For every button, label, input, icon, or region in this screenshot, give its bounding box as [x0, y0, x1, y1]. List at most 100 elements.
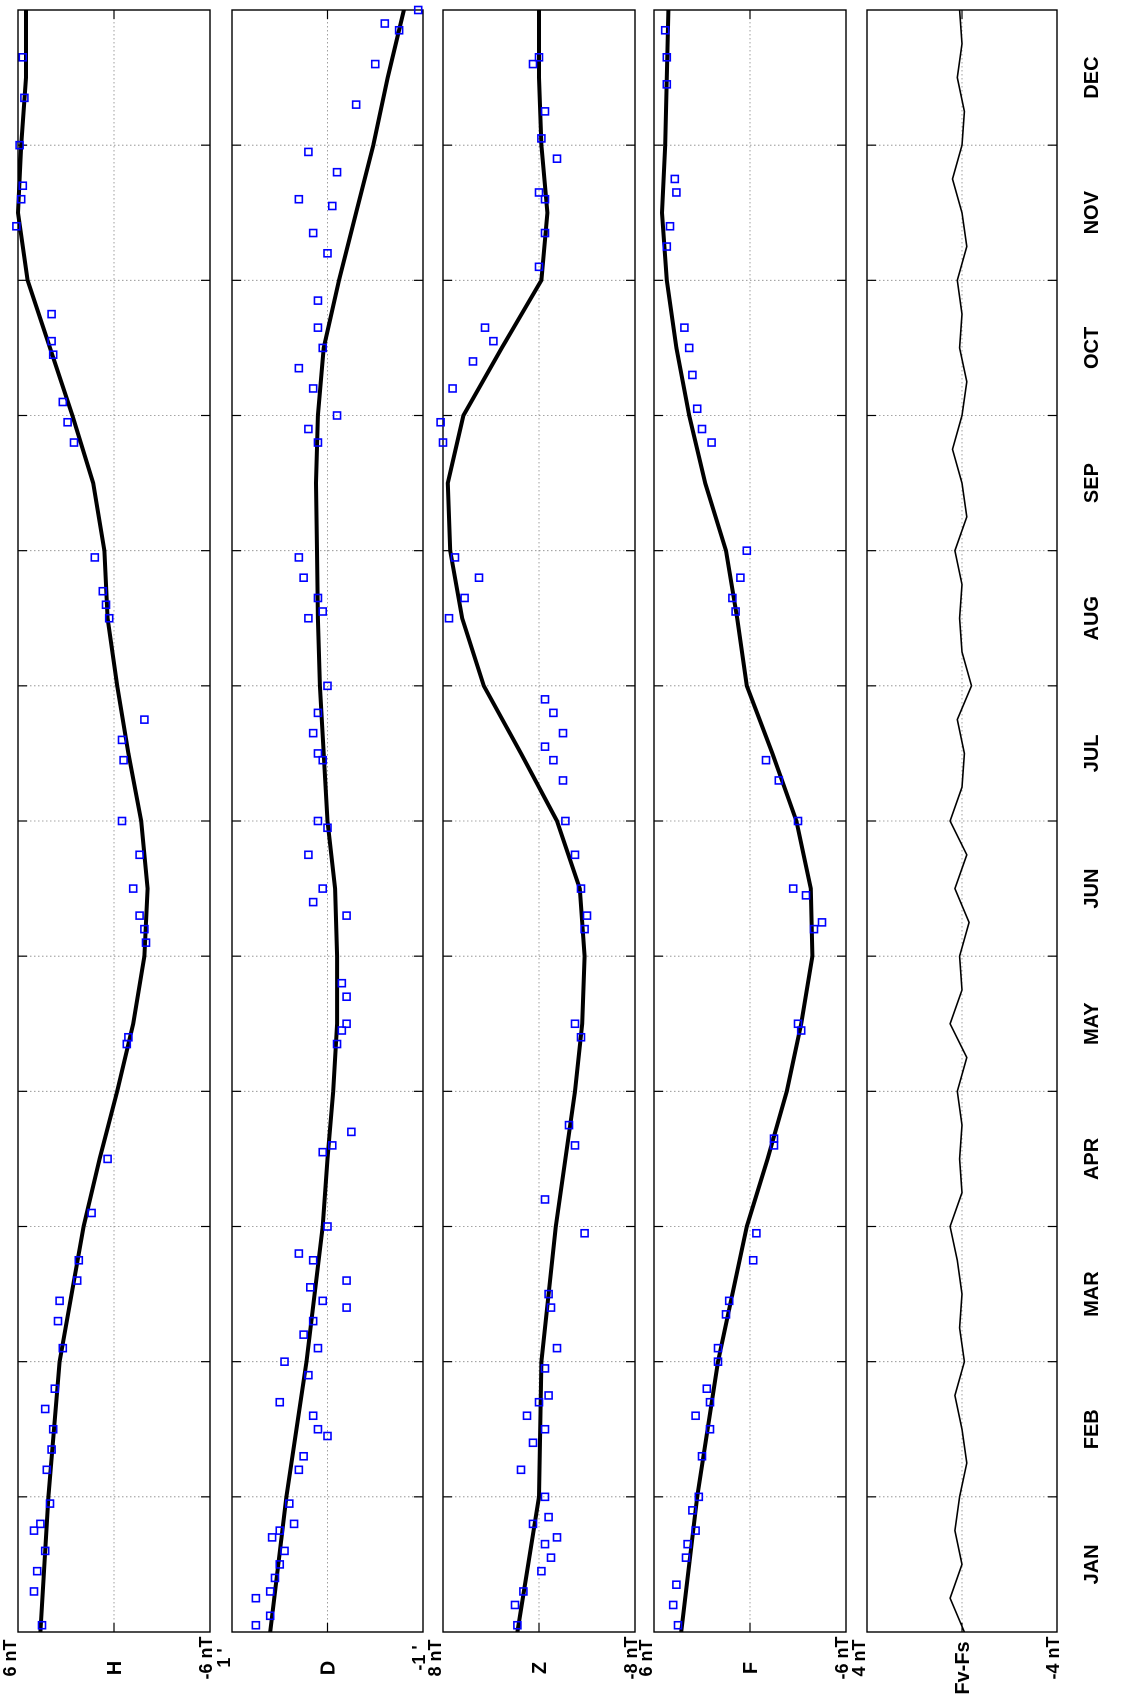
data-point: [47, 1445, 56, 1454]
data-point: [119, 755, 128, 765]
fit-curve: [16, 10, 150, 1633]
data-point: [337, 978, 347, 988]
data-point: [662, 53, 672, 62]
ytick-label-top: 8 nT: [425, 1639, 445, 1676]
data-point: [552, 154, 562, 163]
data-point: [342, 1276, 351, 1285]
data-point: [534, 53, 544, 62]
ytick-label-top: 1 ': [214, 1648, 234, 1667]
data-point: [304, 424, 313, 434]
data-point: [347, 1127, 356, 1137]
data-point: [337, 1026, 347, 1035]
data-point: [672, 1580, 681, 1589]
data-point: [668, 1600, 678, 1610]
data-point: [53, 1316, 63, 1326]
data-point: [318, 343, 328, 353]
data-point: [692, 404, 702, 414]
data-point: [308, 728, 318, 738]
data-point: [552, 1533, 562, 1542]
data-point: [540, 1424, 550, 1434]
fit-curve: [445, 10, 587, 1633]
data-point: [728, 593, 737, 603]
data-point: [69, 438, 79, 447]
month-label-may: MAY: [1081, 1002, 1103, 1045]
data-point: [18, 181, 28, 191]
data-point: [691, 1526, 700, 1535]
data-point: [313, 1343, 323, 1353]
ytick-label-bottom: -8 nT: [621, 1636, 641, 1679]
data-point: [270, 1573, 280, 1583]
data-point: [528, 59, 538, 69]
data-point: [673, 1620, 683, 1630]
data-point: [47, 336, 56, 346]
data-point: [323, 823, 332, 833]
data-point: [534, 188, 544, 197]
data-point: [313, 593, 323, 603]
data-point: [101, 600, 111, 610]
data-point: [580, 1228, 589, 1238]
data-point: [140, 715, 149, 724]
data-point: [769, 1134, 779, 1143]
data-point: [809, 924, 819, 934]
data-point: [540, 1539, 550, 1549]
difference-trace: [949, 9, 973, 1633]
data-point: [793, 816, 803, 826]
data-point: [304, 147, 313, 157]
data-point: [90, 553, 100, 562]
data-point: [50, 1384, 60, 1393]
data-point: [736, 573, 745, 583]
data-point: [332, 1039, 342, 1049]
data-point: [540, 742, 550, 751]
data-point: [540, 695, 550, 704]
data-point: [540, 1364, 550, 1373]
data-point: [87, 1208, 96, 1218]
panel-label: Z: [529, 1662, 551, 1674]
data-point: [549, 708, 558, 718]
data-point: [20, 93, 29, 103]
data-point: [564, 1120, 574, 1130]
data-point: [576, 884, 586, 893]
data-point: [304, 1370, 313, 1380]
data-point: [40, 1404, 50, 1414]
data-point: [570, 850, 580, 860]
data-point: [793, 1019, 803, 1029]
data-point: [549, 755, 558, 765]
data-point: [450, 553, 460, 562]
data-point: [323, 249, 332, 258]
data-point: [665, 221, 675, 231]
data-point: [342, 911, 351, 920]
data-point: [570, 1141, 580, 1150]
data-point: [16, 194, 26, 204]
month-label-jul: JUL: [1081, 735, 1103, 773]
data-point: [570, 1019, 580, 1029]
data-point: [540, 228, 550, 238]
data-point: [662, 80, 672, 89]
data-point: [313, 323, 323, 332]
panel-f: -6 nT 6 nT F: [636, 9, 852, 1680]
data-point: [332, 411, 342, 420]
data-point: [313, 749, 323, 758]
data-point: [308, 1316, 318, 1326]
data-point: [103, 1154, 112, 1164]
data-point: [36, 1519, 45, 1529]
ytick-label-top: 6 nT: [636, 1639, 656, 1676]
data-point: [721, 1310, 731, 1319]
data-point: [98, 586, 108, 596]
data-point: [29, 1587, 39, 1596]
ytick-label-bottom: -6 nT: [196, 1636, 216, 1679]
data-point: [313, 1424, 323, 1434]
panel-label: D: [318, 1661, 340, 1675]
panel-d: -1 ' 1 ' D: [214, 5, 429, 1675]
data-point: [304, 613, 313, 623]
data-point: [299, 1330, 308, 1339]
data-point: [318, 1296, 328, 1306]
data-point: [713, 1357, 723, 1366]
data-point: [468, 357, 478, 366]
data-point: [576, 1032, 586, 1042]
data-point: [817, 918, 827, 927]
data-point: [265, 1611, 275, 1621]
data-point: [342, 1303, 351, 1312]
data-point: [662, 242, 672, 251]
data-point: [680, 323, 689, 332]
data-point: [332, 167, 342, 177]
